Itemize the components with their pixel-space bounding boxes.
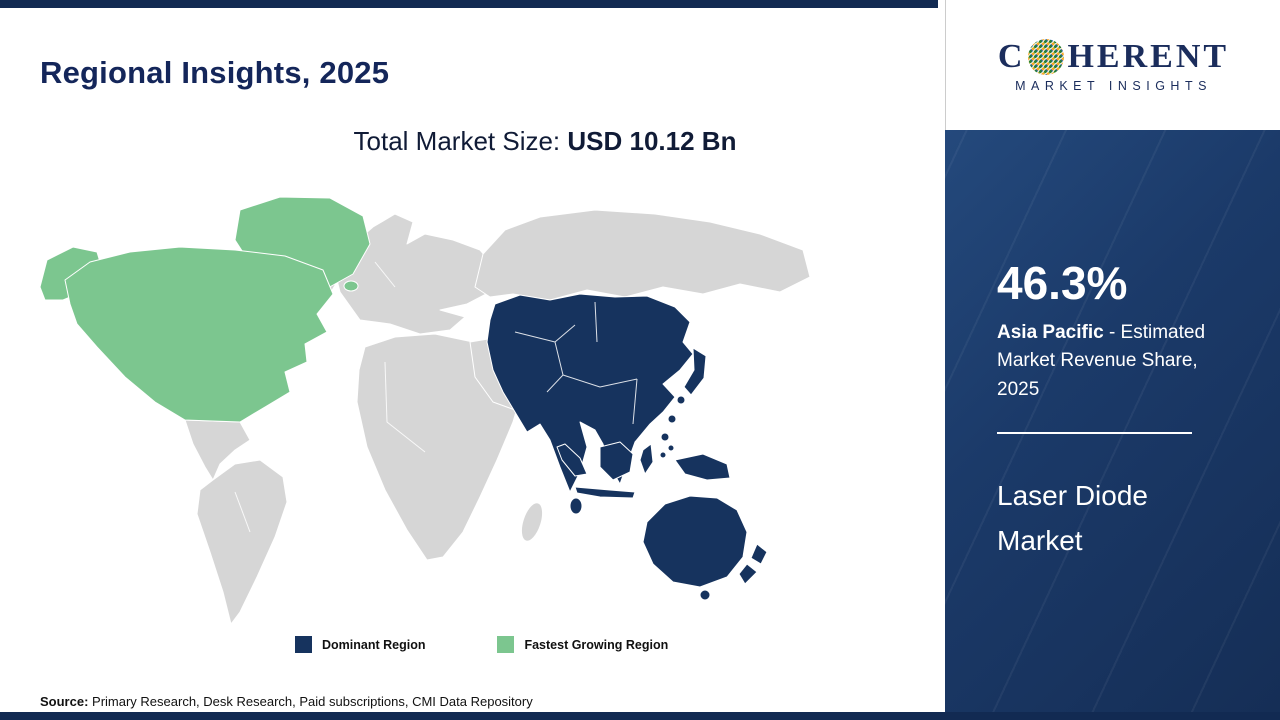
stat-panel: 46.3% Asia Pacific - Estimated Market Re… — [945, 130, 1280, 712]
total-market-size-label: Total Market Size: — [353, 126, 568, 156]
legend-item-growing: Fastest Growing Region — [497, 636, 668, 653]
logo-wordmark: C HERENT — [998, 38, 1229, 76]
region-north-america — [39, 196, 371, 423]
stat-value: 46.3% — [997, 257, 1128, 309]
dotted-globe-icon — [1028, 38, 1065, 75]
source-label: Source: — [40, 694, 89, 709]
stat-description-text: - Estimated Market Revenue Share, 2025 — [997, 321, 1206, 400]
page-title: Regional Insights, 2025 — [40, 54, 390, 90]
source-text: Primary Research, Desk Research, Paid su… — [88, 694, 533, 709]
logo-letter-c: C — [997, 37, 1026, 75]
total-market-size: Total Market Size: USD 10.12 Bn — [354, 126, 737, 157]
bottom-accent-bar — [0, 712, 1280, 720]
logo-letters-rest: HERENT — [1067, 37, 1230, 75]
dominant-region-label: Dominant Region — [322, 637, 426, 652]
legend-item-dominant: Dominant Region — [295, 636, 425, 653]
fastest-growing-region-label: Fastest Growing Region — [524, 637, 669, 652]
stat-region: Asia Pacific — [997, 321, 1104, 343]
fastest-growing-region-swatch — [497, 636, 515, 653]
top-accent-bar — [0, 0, 938, 8]
world-map-svg — [39, 196, 811, 625]
region-asia-pacific — [486, 293, 768, 601]
country-borders — [234, 261, 638, 533]
total-market-size-value: USD 10.12 Bn — [567, 126, 737, 156]
stat-description: Asia Pacific - Estimated Market Revenue … — [997, 319, 1232, 405]
logo-subtitle: MARKET INSIGHTS — [1015, 78, 1212, 93]
dominant-region-swatch — [295, 636, 312, 653]
world-map — [35, 192, 815, 632]
source-line: Source: Primary Research, Desk Research,… — [40, 694, 533, 709]
panel-divider — [997, 432, 1192, 435]
sidebar: C HERENT MARKET INSIGHTS 46.3% Asia Paci… — [945, 0, 1280, 712]
legend: Dominant Region Fastest Growing Region — [295, 636, 668, 653]
market-name: Laser Diode Market — [997, 480, 1148, 556]
company-logo: C HERENT MARKET INSIGHTS — [945, 0, 1280, 130]
